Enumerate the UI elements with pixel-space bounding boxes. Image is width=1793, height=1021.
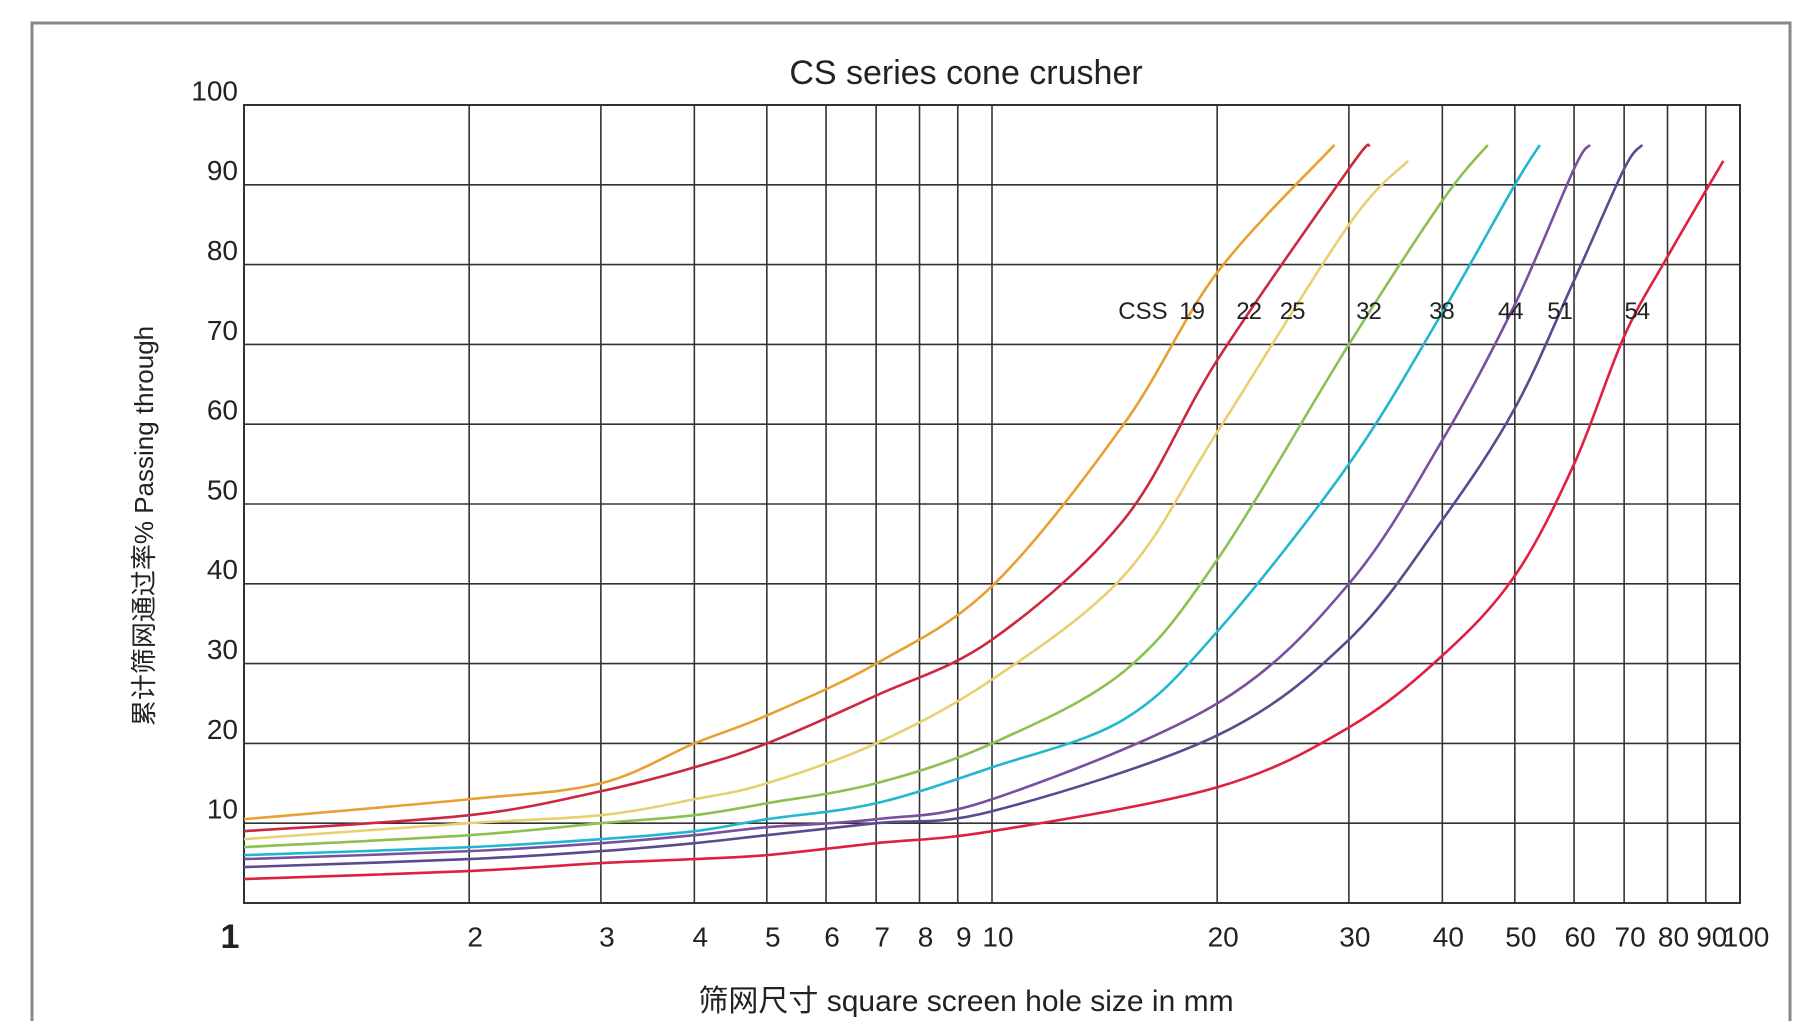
x-tick-label: 6 (824, 921, 840, 952)
x-tick-label: 5 (765, 921, 781, 952)
y-axis-label: 累计筛网通过率% Passing through (129, 326, 159, 726)
y-tick-label: 10 (207, 794, 238, 825)
series-line (244, 145, 1370, 831)
y-tick-label: 80 (207, 235, 238, 266)
series-line (244, 145, 1488, 847)
x-tick-label: 20 (1208, 921, 1239, 952)
series-line (244, 145, 1590, 859)
x-tick-label: 60 (1564, 921, 1595, 952)
page: CS series cone crusher 筛网尺寸 square scree… (0, 0, 1793, 1021)
frame (32, 23, 1790, 1021)
annotation: CSS (1118, 298, 1167, 325)
x-tick-label: 4 (693, 921, 709, 952)
x-tick-label: 10 (982, 921, 1013, 952)
series-line (244, 145, 1334, 819)
y-tick-label: 40 (207, 554, 238, 585)
series-line (244, 145, 1540, 855)
y-tick-label: 30 (207, 634, 238, 665)
chart-title: CS series cone crusher (789, 54, 1142, 92)
legend-label: 44 (1498, 298, 1523, 325)
y-tick-label: 90 (207, 155, 238, 186)
legend-label: 51 (1547, 298, 1572, 325)
x-tick-label: 50 (1505, 921, 1536, 952)
legend-label: 54 (1624, 298, 1649, 325)
x-tick-label: 1 (221, 918, 240, 956)
x-tick-label: 30 (1339, 921, 1370, 952)
y-tick-label: 60 (207, 395, 238, 426)
x-tick-label: 3 (599, 921, 615, 952)
y-tick-label: 50 (207, 474, 238, 505)
series-line (244, 145, 1642, 867)
x-tick-label: 40 (1433, 921, 1464, 952)
x-tick-label: 2 (467, 921, 483, 952)
chart: CS series cone crusher 筛网尺寸 square scree… (0, 0, 1793, 1021)
legend-label: 22 (1236, 298, 1261, 325)
legend-label: 25 (1280, 298, 1305, 325)
legend-label: 38 (1429, 298, 1454, 325)
x-tick-label: 9 (956, 921, 972, 952)
x-axis-label: 筛网尺寸 square screen hole size in mm (698, 985, 1233, 1018)
x-tick-label: 100 (1723, 921, 1770, 952)
y-tick-label: 20 (207, 714, 238, 745)
y-tick-label: 100 (191, 75, 238, 106)
x-tick-label: 70 (1615, 921, 1646, 952)
legend-label: 19 (1179, 298, 1204, 325)
x-tick-label: 7 (874, 921, 890, 952)
x-tick-label: 80 (1658, 921, 1689, 952)
legend-label: 32 (1356, 298, 1381, 325)
y-tick-label: 70 (207, 315, 238, 346)
x-tick-label: 8 (918, 921, 934, 952)
